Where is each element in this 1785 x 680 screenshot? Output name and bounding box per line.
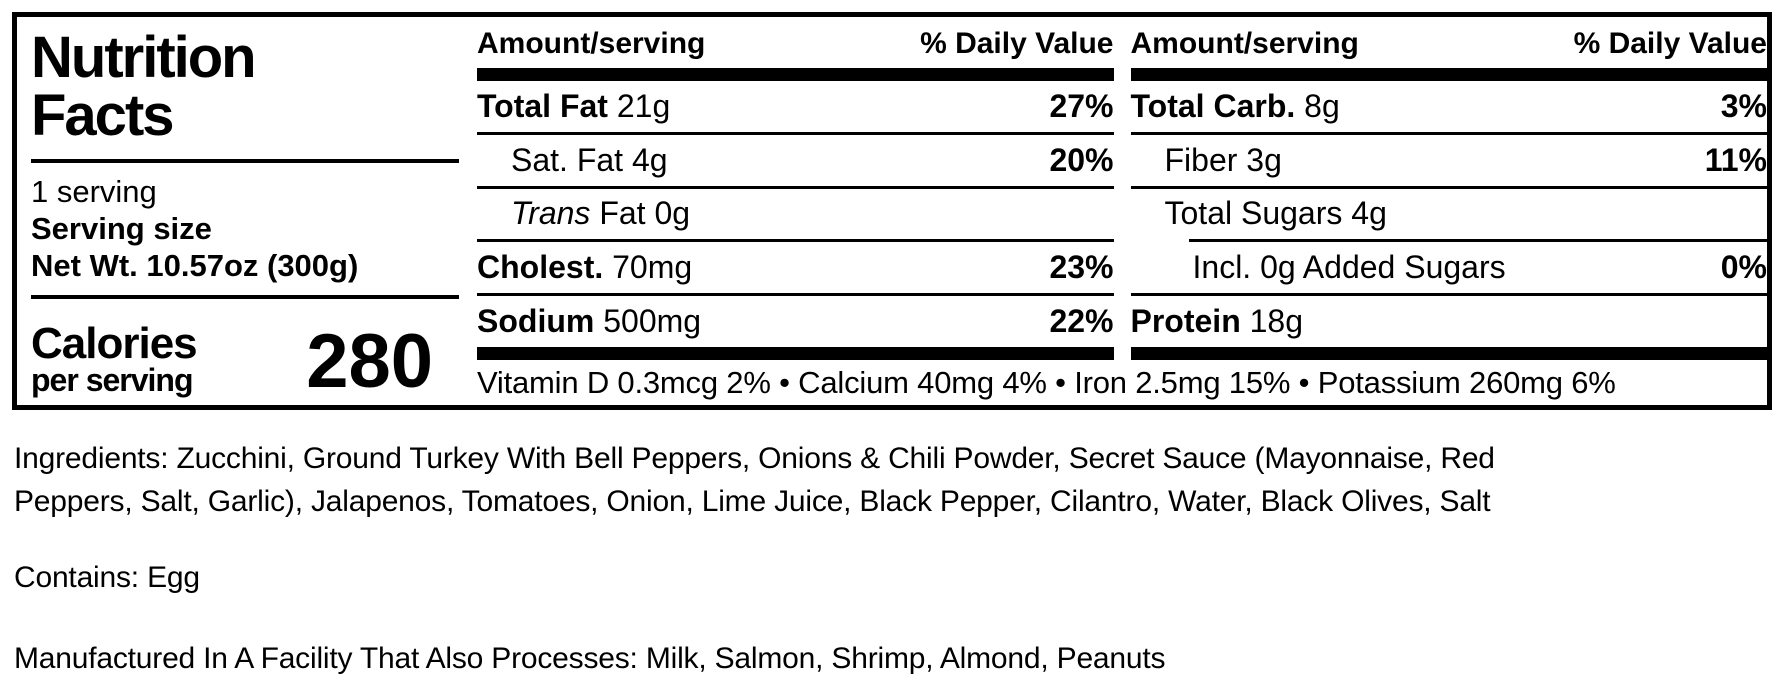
thick-bar [1130, 68, 1767, 81]
contains-paragraph: Contains: Egg [14, 561, 200, 595]
nutrient-amount: 0g [654, 195, 691, 232]
thick-bar [1130, 346, 1767, 360]
nutrient-row-protein: Protein 18g [1131, 296, 1768, 347]
hairline-divider [477, 185, 1114, 189]
daily-value: 22% [1049, 303, 1114, 340]
nutrient-name-bold: Cholest. [477, 249, 604, 286]
nutrient-name-italic: Trans [511, 195, 591, 232]
daily-value: 11% [1704, 141, 1767, 178]
calories-row: Calories per serving 280 [31, 318, 459, 405]
nutrient-amount: 21g [616, 87, 671, 124]
allergen-footer: Ingredients: Zucchini, Ground Turkey Wit… [14, 438, 1524, 680]
daily-value: 27% [1049, 87, 1114, 124]
nutrient-amount: 70mg [612, 249, 693, 286]
daily-value: 23% [1049, 249, 1114, 286]
thick-bar [477, 68, 1114, 81]
nutrient-name: Incl. 0g Added Sugars [1131, 249, 1506, 286]
serving-info: 1 serving Serving size Net Wt. 10.57oz (… [31, 173, 459, 285]
nutrient-name: Sat. Fat 4g [477, 142, 668, 179]
nutrition-facts-title: Nutrition Facts [31, 29, 459, 145]
nutrient-row-sat-fat: Sat. Fat 4g 20% [477, 135, 1114, 186]
nutrient-name: Cholest. 70mg [477, 249, 692, 286]
nutrient-column-fat-sodium: Amount/serving % Daily Value Total Fat 2… [477, 17, 1114, 360]
nutrient-amount: 4g [631, 141, 668, 178]
nutrient-name-bold: Protein [1130, 303, 1241, 340]
hairline-divider [477, 293, 1114, 297]
facility-paragraph: Manufactured In A Facility That Also Pro… [14, 641, 1166, 675]
micronutrients-line: Vitamin D 0.3mcg 2% • Calcium 40mg 4% • … [477, 364, 1616, 400]
calories-value: 280 [306, 319, 433, 405]
nutrient-row-total-fat: Total Fat 21g 27% [477, 81, 1114, 132]
nutrient-name: Trans Fat 0g [477, 195, 690, 232]
ingredients-paragraph: Ingredients: Zucchini, Ground Turkey Wit… [14, 442, 1495, 518]
title-line-2: Facts [31, 83, 175, 148]
daily-value-header: % Daily Value [920, 27, 1114, 60]
serving-size-value: Net Wt. 10.57oz (300g) [31, 248, 359, 284]
columns-row: Amount/serving % Daily Value Total Fat 2… [477, 17, 1767, 360]
hairline-divider [1130, 293, 1767, 297]
nutrient-row-total-sugars: Total Sugars 4g [1131, 189, 1768, 240]
nutrient-name: Protein 18g [1131, 303, 1304, 340]
nutrient-name: Total Carb. 8g [1131, 88, 1340, 125]
nutrient-row-trans-fat: Trans Fat 0g [477, 189, 1114, 240]
nutrient-name-text: Incl. 0g Added Sugars [1192, 249, 1506, 286]
servings-per-container: 1 serving [31, 174, 157, 209]
daily-value-header: % Daily Value [1573, 27, 1767, 60]
nutrient-amount: 4g [1351, 195, 1387, 232]
nutrient-name: Sodium 500mg [477, 303, 701, 340]
hairline-divider [1130, 131, 1767, 135]
nutrient-name: Total Fat 21g [477, 88, 670, 125]
nutrient-row-total-carb: Total Carb. 8g 3% [1131, 81, 1768, 132]
nutrient-row-added-sugars: Incl. 0g Added Sugars 0% [1131, 242, 1768, 293]
amount-serving-header: Amount/serving [477, 27, 706, 60]
column-header: Amount/serving % Daily Value [477, 17, 1114, 68]
nutrient-columns: Amount/serving % Daily Value Total Fat 2… [469, 17, 1767, 405]
hairline-divider-indented [1188, 239, 1767, 243]
panel-divider [31, 294, 459, 299]
nutrient-name-bold: Total Fat [477, 87, 608, 124]
column-header: Amount/serving % Daily Value [1131, 17, 1768, 68]
calories-sublabel: per serving [31, 361, 194, 398]
daily-value: 0% [1720, 249, 1767, 286]
nutrition-facts-label: Nutrition Facts 1 serving Serving size N… [12, 12, 1772, 410]
nutrient-column-carb-protein: Amount/serving % Daily Value Total Carb.… [1130, 17, 1768, 360]
thick-bar [477, 346, 1114, 360]
hairline-divider [1130, 185, 1767, 189]
daily-value: 20% [1049, 141, 1114, 178]
nutrient-name-bold: Total Carb. [1130, 87, 1296, 124]
hairline-divider [477, 131, 1114, 135]
hairline-divider [477, 239, 1114, 243]
nutrient-name-text: Fat [599, 195, 646, 232]
nutrient-name-bold: Sodium [477, 303, 595, 340]
calories-label-stack: Calories per serving [31, 318, 198, 398]
nutrient-amount: 8g [1304, 87, 1340, 124]
nutrient-name: Fiber 3g [1131, 142, 1282, 179]
nutrient-name-text: Total Sugars [1164, 195, 1343, 232]
serving-size-label: Serving size [31, 211, 212, 247]
nutrient-name-text: Sat. Fat [511, 141, 624, 178]
amount-serving-header: Amount/serving [1130, 27, 1359, 60]
brand-panel: Nutrition Facts 1 serving Serving size N… [17, 17, 469, 405]
nutrient-amount: 3g [1246, 141, 1282, 178]
calories-label: Calories [31, 318, 198, 368]
nutrient-row-fiber: Fiber 3g 11% [1131, 135, 1768, 186]
nutrient-row-sodium: Sodium 500mg 22% [477, 296, 1114, 347]
daily-value: 3% [1720, 87, 1767, 124]
panel-divider [31, 159, 459, 163]
nutrient-amount: 18g [1249, 303, 1304, 340]
nutrient-name: Total Sugars 4g [1131, 195, 1387, 232]
nutrient-row-cholesterol: Cholest. 70mg 23% [477, 242, 1114, 293]
title-line-1: Nutrition [31, 25, 257, 90]
nutrient-amount: 500mg [603, 303, 702, 340]
nutrient-name-text: Fiber [1164, 141, 1238, 178]
